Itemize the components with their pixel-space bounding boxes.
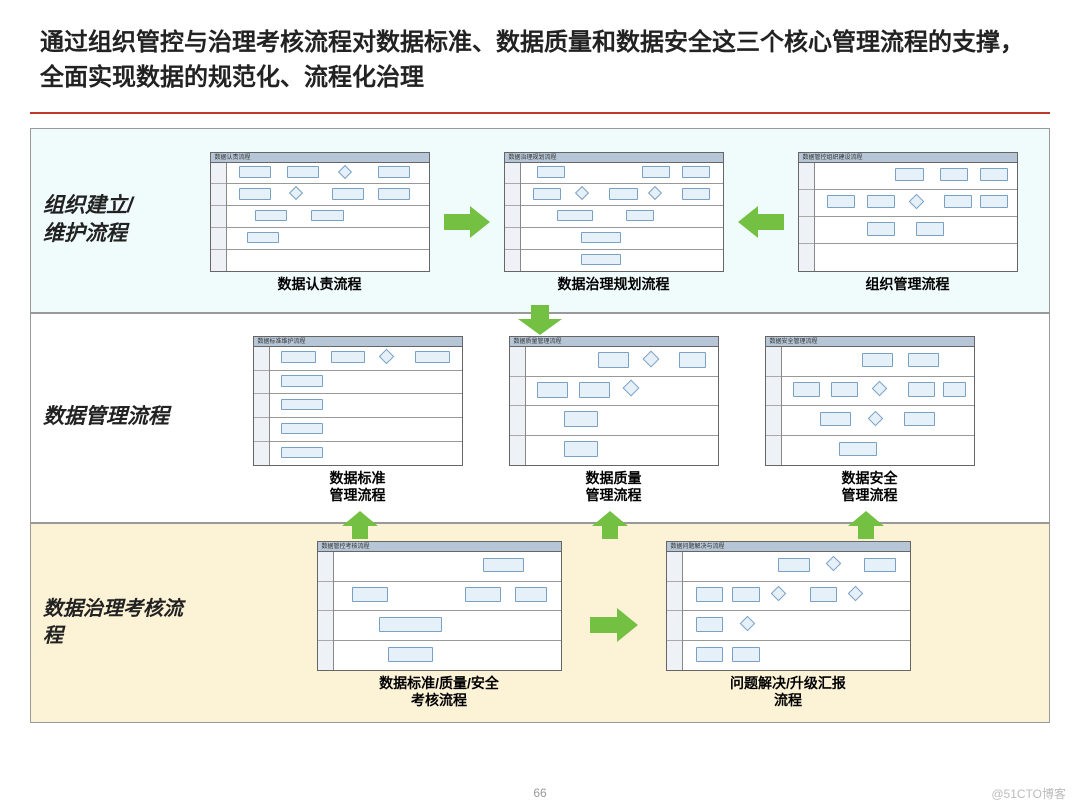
- row-body-3: 数据管控考核流程 数据标准/质量/安全考核流程: [196, 524, 1049, 722]
- mini-flow-1a: 数据认责流程: [210, 152, 430, 272]
- caption-1c: 组织管理流程: [866, 276, 950, 293]
- watermark: @51CTO博客: [991, 785, 1066, 802]
- row-body-1: 数据认责流程 数据认责流程: [196, 129, 1049, 312]
- arrow-up-icon: [342, 511, 378, 539]
- mini-flow-2a: 数据标准维护流程: [253, 336, 463, 466]
- mini-header: 数据治理规划流程: [505, 153, 723, 163]
- caption-3a: 数据标准/质量/安全考核流程: [379, 675, 499, 709]
- mini-header: 数据管控考核流程: [318, 542, 561, 552]
- arrow-left-icon: [738, 204, 784, 240]
- mini-header: 数据管控组织建设流程: [799, 153, 1017, 163]
- mini-flow-2c: 数据安全管理流程: [765, 336, 975, 466]
- slide-title: 通过组织管控与治理考核流程对数据标准、数据质量和数据安全这三个核心管理流程的支撑…: [0, 0, 1080, 106]
- row-org-establish: 组织建立/维护流程 数据认责流程: [30, 128, 1050, 313]
- caption-1a: 数据认责流程: [278, 276, 362, 293]
- row-label-2: 数据管理流程: [31, 314, 196, 522]
- mini-flow-3a: 数据管控考核流程: [317, 541, 562, 671]
- item-data-responsibility: 数据认责流程 数据认责流程: [210, 152, 430, 293]
- page-number: 66: [0, 786, 1080, 800]
- caption-2b: 数据质量管理流程: [586, 470, 642, 504]
- item-security-mgmt: 数据安全管理流程 数据安全管理流程: [765, 336, 975, 504]
- item-governance-plan: 数据治理规划流程 数据治理规划流程: [504, 152, 724, 293]
- row-body-2: 数据标准维护流程 数据标准管理流程: [196, 314, 1049, 522]
- arrow-right-icon: [444, 204, 490, 240]
- mini-header: 数据认责流程: [211, 153, 429, 163]
- caption-2a: 数据标准管理流程: [330, 470, 386, 504]
- row-governance-assess: 数据治理考核流程 数据管控考核流程 数据标准/质量/安全考核流: [30, 523, 1050, 723]
- caption-3b: 问题解决/升级汇报流程: [730, 675, 846, 709]
- row-label-1: 组织建立/维护流程: [31, 129, 196, 312]
- mini-header: 数据安全管理流程: [766, 337, 974, 347]
- process-diagram: 组织建立/维护流程 数据认责流程: [30, 128, 1050, 723]
- item-std-mgmt: 数据标准维护流程 数据标准管理流程: [253, 336, 463, 504]
- caption-2c: 数据安全管理流程: [842, 470, 898, 504]
- caption-1b: 数据治理规划流程: [558, 276, 670, 293]
- accent-divider: [30, 112, 1050, 114]
- row-label-3: 数据治理考核流程: [31, 524, 196, 722]
- arrow-down-icon: [518, 305, 562, 340]
- mini-flow-1c: 数据管控组织建设流程: [798, 152, 1018, 272]
- mini-header: 数据问题解决与流程: [667, 542, 910, 552]
- mini-flow-1b: 数据治理规划流程: [504, 152, 724, 272]
- arrow-right-icon: [590, 606, 638, 644]
- arrow-up-icon: [848, 511, 884, 539]
- item-org-mgmt: 数据管控组织建设流程 组织管理流程: [798, 152, 1018, 293]
- mini-header: 数据标准维护流程: [254, 337, 462, 347]
- item-assess-flow: 数据管控考核流程 数据标准/质量/安全考核流程: [317, 541, 562, 709]
- mini-flow-2b: 数据质量管理流程: [509, 336, 719, 466]
- item-quality-mgmt: 数据质量管理流程 数据质量管理流程: [509, 336, 719, 504]
- mini-flow-3b: 数据问题解决与流程: [666, 541, 911, 671]
- arrow-up-icon: [592, 511, 628, 539]
- item-issue-escalate: 数据问题解决与流程 问题解决/升级汇报流程: [666, 541, 911, 709]
- row-data-mgmt: 数据管理流程 数据标准维护流程: [30, 313, 1050, 523]
